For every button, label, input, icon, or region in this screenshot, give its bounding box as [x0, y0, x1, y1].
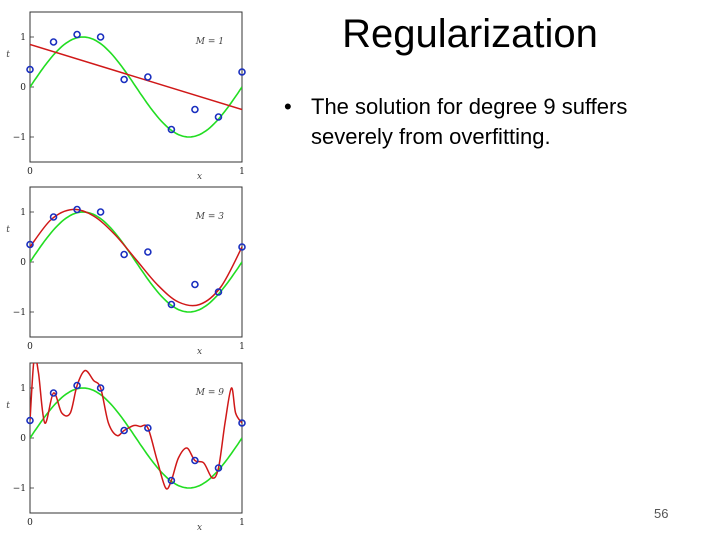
data-point — [191, 105, 199, 114]
x-tick-label: 1 — [239, 342, 245, 352]
x-tick-label: 1 — [239, 518, 245, 528]
fitted-polynomial-curve — [30, 43, 242, 111]
fitted-polynomial-curve — [30, 208, 242, 307]
y-tick-label: 1 — [20, 33, 26, 43]
data-point — [96, 384, 105, 392]
data-point — [26, 65, 34, 74]
y-tick-label: 0 — [20, 83, 26, 93]
bullet-marker: • — [284, 94, 292, 119]
data-point — [120, 250, 128, 259]
data-point — [96, 33, 105, 41]
y-tick-label: −1 — [13, 308, 26, 318]
data-point — [73, 30, 81, 39]
data-point — [26, 416, 34, 425]
data-point — [49, 38, 58, 46]
true-function-curve — [30, 211, 242, 313]
bullet-text: The solution for degree 9 suffers severe… — [311, 94, 628, 149]
data-point — [120, 75, 128, 84]
true-function-curve — [30, 387, 242, 489]
x-axis-label: x — [197, 347, 202, 357]
data-point — [214, 288, 223, 296]
data-point — [238, 419, 246, 427]
data-point — [144, 73, 152, 81]
data-point — [96, 208, 105, 216]
y-tick-label: 0 — [20, 258, 26, 268]
data-point — [144, 424, 152, 432]
x-axis-label: x — [197, 172, 202, 182]
polynomial-fit-plots: 1 0 −1 0 1 x t M = 1 1 0 −1 0 1 x t M = 3 1 0 −1 0 1 x t M = 9 — [6, 11, 246, 533]
model-order-label: M = 1 — [195, 37, 224, 47]
data-point — [238, 243, 246, 251]
plot-content — [30, 36, 242, 138]
data-point — [214, 113, 223, 121]
y-tick-label: 1 — [20, 208, 26, 218]
data-point — [144, 248, 152, 256]
data-point — [214, 464, 223, 472]
data-point — [49, 389, 58, 397]
data-point — [191, 456, 199, 465]
data-point — [191, 280, 199, 289]
page-number: 56 — [654, 506, 669, 521]
y-tick-label: 1 — [20, 384, 26, 394]
plot-panel-1: 1 0 −1 0 1 x t M = 1 — [6, 11, 246, 182]
y-tick-label: −1 — [13, 133, 26, 143]
data-point — [26, 240, 34, 249]
y-axis-label: t — [6, 401, 10, 411]
data-point — [120, 426, 128, 435]
x-tick-label: 0 — [27, 342, 33, 352]
y-axis-label: t — [6, 225, 10, 235]
slide-title: Regularization — [342, 12, 598, 56]
x-axis-label: x — [197, 523, 202, 533]
x-tick-label: 0 — [27, 518, 33, 528]
y-axis-label: t — [6, 50, 10, 60]
data-point — [73, 381, 81, 390]
model-order-label: M = 3 — [195, 212, 224, 222]
true-function-curve — [30, 36, 242, 138]
data-point — [238, 68, 246, 76]
x-tick-label: 0 — [27, 167, 33, 177]
y-tick-label: −1 — [13, 484, 26, 494]
model-order-label: M = 9 — [195, 388, 224, 398]
data-point — [167, 476, 176, 485]
fitted-polynomial-curve — [30, 363, 242, 490]
data-point — [167, 300, 176, 309]
x-tick-label: 1 — [239, 167, 245, 177]
data-point — [73, 205, 81, 214]
plot-panel-2: 1 0 −1 0 1 x t M = 3 — [6, 186, 246, 357]
data-point — [167, 125, 176, 134]
plot-content — [30, 363, 242, 490]
data-point — [49, 213, 58, 221]
plot-panel-3: 1 0 −1 0 1 x t M = 9 — [6, 362, 246, 533]
y-tick-label: 0 — [20, 434, 26, 444]
plot-content — [30, 208, 242, 313]
